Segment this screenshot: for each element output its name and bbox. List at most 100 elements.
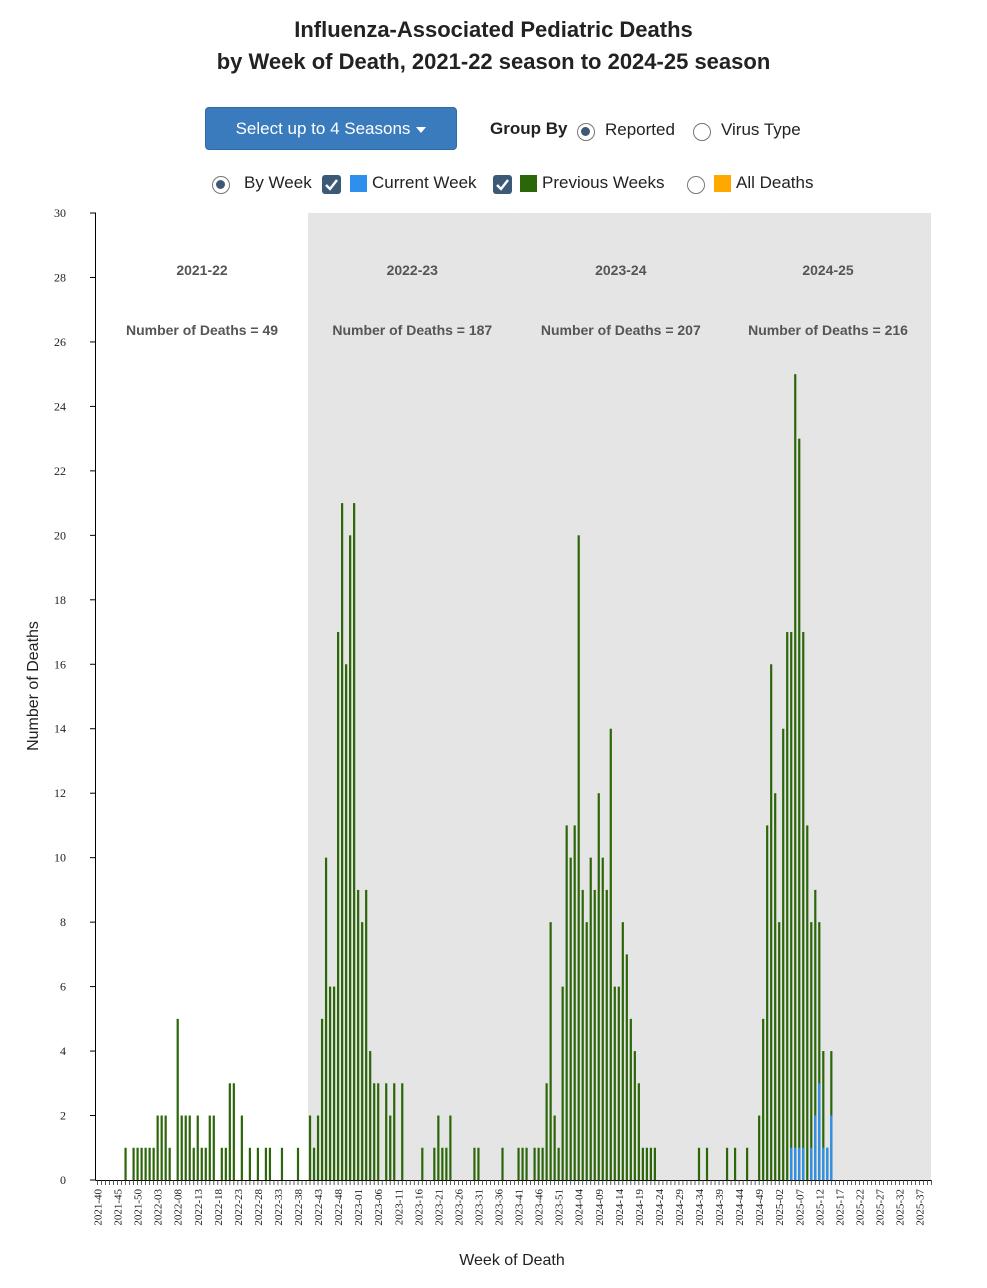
bar-previous-weeks — [814, 889, 817, 1180]
previous-weeks-checkbox[interactable] — [493, 175, 512, 194]
bar-previous-weeks — [320, 1018, 324, 1180]
y-tick-label: 10 — [54, 851, 66, 865]
bar-previous-weeks — [561, 986, 564, 1180]
bar-current-week — [830, 1115, 833, 1180]
bar-previous-weeks — [553, 1115, 556, 1180]
bar-current-week — [790, 1147, 793, 1180]
bar-previous-weeks — [148, 1147, 151, 1180]
bar-previous-weeks — [345, 664, 348, 1180]
bar-previous-weeks — [421, 1147, 424, 1180]
y-axis-title: Number of Deaths — [25, 621, 42, 751]
bar-previous-weeks — [810, 922, 813, 1180]
title-line-2: by Week of Death, 2021-22 season to 2024… — [216, 49, 771, 74]
previous-weeks-swatch — [520, 175, 537, 192]
x-axis-title: Week of Death — [459, 1252, 565, 1269]
bar-previous-weeks — [774, 793, 777, 1180]
x-tick-label: 2025-12 — [814, 1189, 826, 1226]
bar-previous-weeks — [758, 1115, 761, 1180]
x-tick-label: 2022-48 — [333, 1189, 345, 1226]
all-deaths-label: All Deaths — [736, 173, 814, 192]
bar-previous-weeks — [377, 1083, 380, 1180]
x-tick-label: 2024-29 — [674, 1189, 686, 1226]
y-tick-label: 8 — [60, 915, 66, 929]
bar-current-week — [802, 1147, 805, 1180]
x-tick-label: 2025-17 — [834, 1189, 846, 1226]
bar-previous-weeks — [806, 825, 809, 1180]
x-tick-label: 2025-32 — [895, 1189, 907, 1226]
bar-previous-weeks — [401, 1083, 404, 1180]
x-tick-label: 2023-36 — [494, 1189, 506, 1226]
bar-previous-weeks — [581, 889, 584, 1180]
x-tick-label: 2023-01 — [353, 1189, 365, 1226]
bar-previous-weeks — [248, 1147, 251, 1180]
bar-previous-weeks — [625, 954, 628, 1180]
x-tick-label: 2023-16 — [413, 1189, 425, 1226]
bar-previous-weeks — [373, 1083, 376, 1180]
bar-previous-weeks — [240, 1115, 243, 1180]
group-virus-type-radio[interactable] — [693, 123, 711, 141]
x-tick-label: 2024-09 — [594, 1189, 606, 1226]
y-tick-label: 18 — [54, 593, 66, 607]
bar-previous-weeks — [176, 1018, 179, 1180]
bar-previous-weeks — [778, 922, 781, 1180]
bar-previous-weeks — [589, 857, 592, 1180]
current-week-checkbox[interactable] — [322, 175, 341, 194]
bar-previous-weeks — [473, 1147, 476, 1180]
x-tick-label: 2021-50 — [133, 1189, 145, 1226]
bar-previous-weeks — [361, 922, 364, 1180]
x-tick-label: 2025-37 — [915, 1189, 927, 1226]
bar-previous-weeks — [733, 1147, 737, 1180]
y-tick-label: 28 — [54, 270, 66, 284]
bar-previous-weeks — [268, 1147, 272, 1180]
by-week-radio[interactable] — [212, 176, 230, 194]
x-tick-label: 2024-14 — [614, 1189, 626, 1226]
bar-previous-weeks — [549, 922, 552, 1180]
bar-previous-weeks — [437, 1115, 440, 1180]
bar-previous-weeks — [449, 1115, 452, 1180]
bar-previous-weeks — [766, 825, 769, 1180]
y-tick-label: 16 — [54, 657, 66, 671]
bar-previous-weeks — [393, 1083, 396, 1180]
bar-previous-weeks — [341, 503, 344, 1181]
all-deaths-swatch — [714, 175, 731, 192]
bar-previous-weeks — [786, 632, 789, 1180]
group-reported-radio[interactable] — [577, 123, 595, 141]
bar-previous-weeks — [725, 1147, 729, 1180]
bar-previous-weeks — [160, 1115, 163, 1180]
bar-previous-weeks — [224, 1147, 227, 1180]
x-tick-label: 2022-18 — [213, 1189, 225, 1226]
bar-previous-weeks — [525, 1147, 528, 1180]
bar-previous-weeks — [328, 986, 332, 1180]
bar-previous-weeks — [545, 1083, 548, 1180]
x-tick-label: 2022-08 — [173, 1189, 185, 1226]
bar-previous-weeks — [140, 1147, 143, 1180]
bar-previous-weeks — [353, 503, 356, 1181]
bar-previous-weeks — [212, 1115, 215, 1180]
bar-previous-weeks — [164, 1115, 167, 1180]
bar-previous-weeks — [517, 1147, 520, 1180]
bar-previous-weeks — [521, 1147, 524, 1180]
all-deaths-radio[interactable] — [687, 176, 705, 194]
bar-previous-weeks — [746, 1147, 749, 1180]
bar-previous-weeks — [597, 793, 600, 1180]
y-tick-label: 6 — [60, 980, 66, 994]
select-seasons-button[interactable]: Select up to 4 Seasons — [205, 107, 457, 150]
x-tick-label: 2023-26 — [453, 1189, 465, 1226]
title-line-1: Influenza-Associated Pediatric Deaths — [294, 17, 693, 42]
bar-previous-weeks — [204, 1147, 207, 1180]
x-tick-label: 2022-43 — [313, 1189, 325, 1226]
x-tick-label: 2023-31 — [473, 1189, 485, 1226]
x-tick-label: 2021-45 — [113, 1189, 125, 1226]
bar-previous-weeks — [633, 1051, 636, 1180]
bar-current-week — [810, 1147, 813, 1180]
previous-weeks-label: Previous Weeks — [542, 173, 665, 192]
season-label: 2023-24 — [595, 262, 647, 278]
bar-previous-weeks — [605, 889, 608, 1180]
bar-previous-weeks — [296, 1147, 300, 1180]
bar-previous-weeks — [357, 889, 360, 1180]
bar-previous-weeks — [794, 374, 797, 1180]
bar-previous-weeks — [264, 1147, 268, 1180]
caret-down-icon — [416, 126, 427, 133]
x-tick-label: 2025-07 — [794, 1189, 806, 1226]
bar-previous-weeks — [256, 1147, 259, 1180]
